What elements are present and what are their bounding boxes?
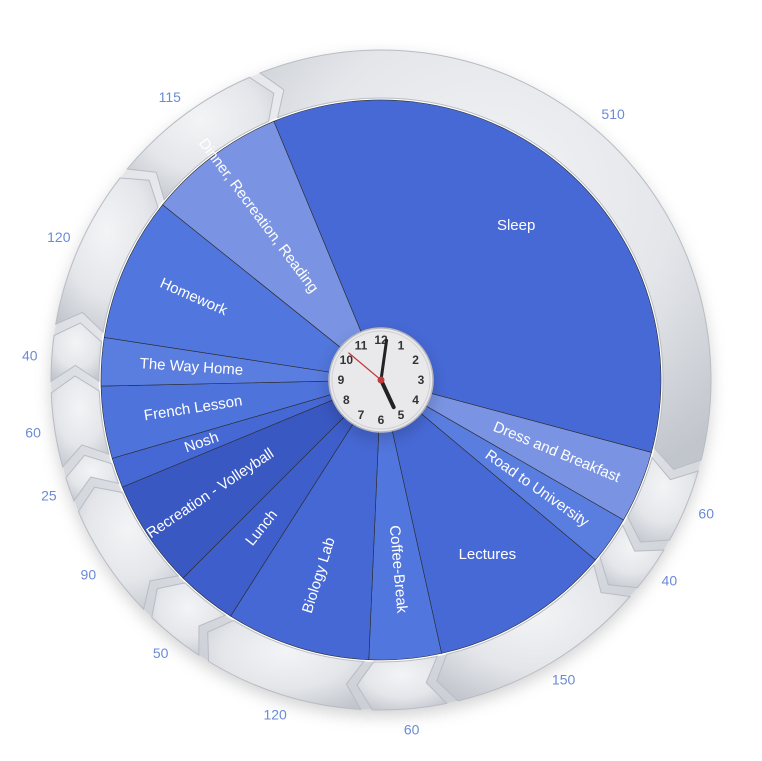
clock-number: 11 — [355, 339, 368, 353]
minute-label: 150 — [552, 672, 576, 688]
clock-number: 6 — [378, 413, 385, 427]
clock-number: 1 — [398, 339, 405, 353]
clock-number: 5 — [398, 408, 405, 422]
clock-number: 3 — [418, 373, 425, 387]
minute-label: 60 — [698, 505, 714, 521]
clock-number: 8 — [343, 393, 350, 407]
minute-label: 25 — [41, 487, 57, 503]
minute-label: 60 — [404, 721, 420, 737]
clock-number: 2 — [412, 353, 419, 367]
clock-number: 7 — [358, 408, 365, 422]
minute-label: 40 — [22, 348, 38, 364]
clock-number: 9 — [338, 373, 345, 387]
minute-label: 40 — [662, 573, 678, 589]
clock-hub: 121234567891011 — [329, 328, 433, 432]
minute-label: 60 — [25, 424, 41, 440]
minute-label: 510 — [601, 106, 625, 122]
minute-label: 90 — [81, 566, 97, 582]
clock-pivot — [378, 377, 385, 384]
slice-label: Lectures — [459, 546, 517, 563]
minute-label: 120 — [47, 229, 71, 245]
minute-label: 115 — [159, 89, 182, 105]
minute-label: 50 — [153, 645, 169, 661]
slice-label: Sleep — [497, 217, 535, 234]
minute-label: 120 — [263, 706, 287, 722]
clock-number: 4 — [412, 393, 419, 407]
daily-schedule-pie: SleepDress and BreakfastRoad to Universi… — [0, 0, 762, 761]
